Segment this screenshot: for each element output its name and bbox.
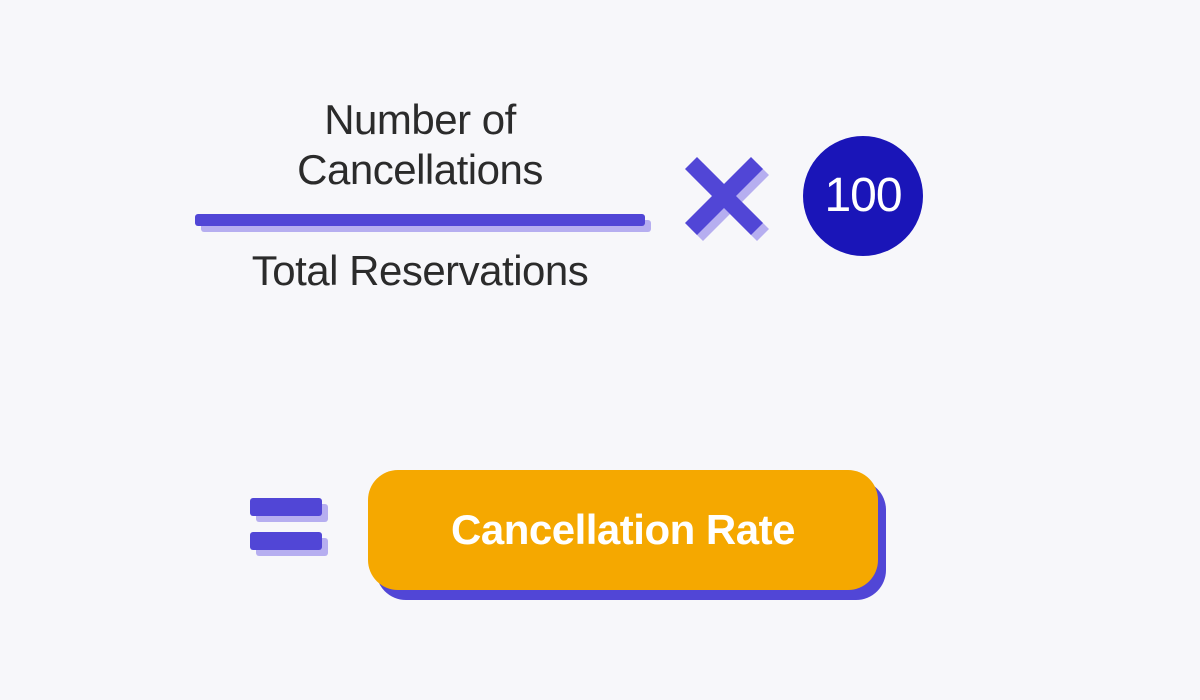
multiply-icon [685,157,763,235]
divider-bar [195,214,645,226]
numerator-text: Number of Cancellations [297,95,543,196]
multiply-glyph [685,157,763,235]
fraction-block: Number of Cancellations Total Reservatio… [195,95,645,296]
equals-glyph [250,498,322,566]
numerator-line1: Number of [324,96,516,143]
equals-icon [250,498,328,562]
denominator-text: Total Reservations [252,246,589,296]
multiplier-value: 100 [824,168,901,223]
multiplier-circle: 100 [803,136,923,256]
result-label: Cancellation Rate [451,506,795,554]
fraction-divider [195,214,645,228]
result-pill-body: Cancellation Rate [368,470,878,590]
result-pill: Cancellation Rate [368,470,878,590]
result-row: Cancellation Rate [250,470,878,590]
formula-row: Number of Cancellations Total Reservatio… [195,95,923,296]
numerator-line2: Cancellations [297,146,543,193]
